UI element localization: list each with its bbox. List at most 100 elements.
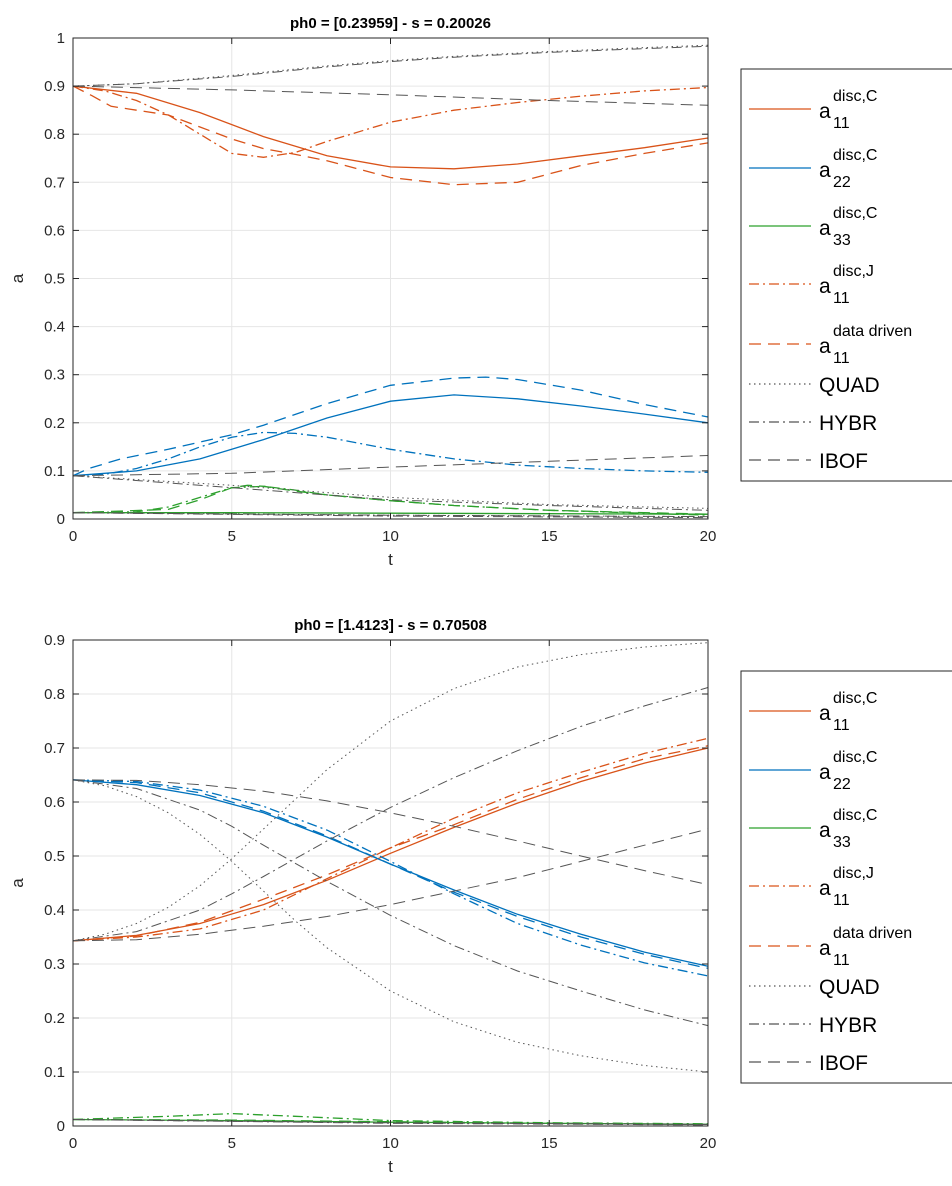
y-tick-label: 0.6 [44,222,65,239]
legend-superscript: data driven [833,925,912,942]
series-line [72,85,709,158]
x-tick-label: 20 [700,528,717,545]
y-tick-label: 1 [57,30,65,47]
y-tick-label: 0.8 [44,686,65,703]
legend-label: a [819,217,831,240]
series-line [72,779,709,977]
legend-subscript: 11 [833,952,850,969]
series-line [72,512,709,518]
x-axis-label: t [388,550,393,569]
x-tick-label: 15 [541,528,558,545]
chart-panel-2: 0 5 10 15 20 0 0.1 0.2 0.3 0.4 0.5 0.6 0.7 0.8 0.9 ph0 … [8,617,952,1176]
y-tick-label: 0 [57,511,65,528]
legend-subscript: 11 [833,290,850,307]
y-tick-label: 0.9 [44,632,65,649]
legend-label: a [819,761,831,784]
legend-label: HYBR [819,412,877,435]
legend-superscript: disc,J [833,865,874,882]
legend-subscript: 11 [833,717,850,734]
y-axis-label: a [8,878,27,888]
legend-subscript: 11 [833,892,850,909]
series-line [72,376,709,477]
legend-superscript: disc,C [833,147,877,164]
series-line [72,484,709,515]
legend-label: a [819,275,831,298]
legend-subscript: 11 [833,350,850,367]
x-tick-label: 10 [382,1135,399,1152]
legend-label: a [819,702,831,725]
legend-label: a [819,819,831,842]
series-line [72,828,709,942]
y-tick-label: 0.8 [44,126,65,143]
legend-superscript: disc,C [833,749,877,766]
y-tick-label: 0.1 [44,463,65,480]
y-axis-label: a [8,273,27,283]
y-tick-label: 0.2 [44,415,65,432]
series-line [72,455,709,477]
y-tick-label: 0.9 [44,78,65,95]
chart-title: ph0 = [1.4123] - s = 0.70508 [294,617,487,634]
series-line [72,745,709,942]
series-line [72,779,709,886]
legend-superscript: disc,C [833,690,877,707]
legend-superscript: disc,C [833,88,877,105]
y-tick-label: 0.3 [44,956,65,973]
legend-subscript: 22 [833,776,851,793]
series-line [72,475,709,511]
y-tick-label: 0.4 [44,902,65,919]
legend-label: IBOF [819,450,868,473]
series-line [72,85,709,186]
series-line [72,1118,709,1126]
legend-label: a [819,335,831,358]
legend-label: QUAD [819,374,880,397]
y-tick-label: 0.6 [44,794,65,811]
legend-label: a [819,159,831,182]
legend-superscript: data driven [833,323,912,340]
legend-subscript: 22 [833,174,851,191]
x-tick-label: 0 [69,528,77,545]
legend-subscript: 33 [833,834,851,851]
legend-box [740,68,952,482]
series-line [72,431,709,477]
series-line [72,475,709,509]
legend-label: QUAD [819,976,880,999]
series-line [72,779,709,1027]
y-tick-label: 0 [57,1118,65,1135]
x-tick-label: 5 [228,1135,236,1152]
y-tick-label: 0.3 [44,367,65,384]
y-tick-label: 0.4 [44,319,65,336]
series-line [72,394,709,477]
x-tick-label: 5 [228,528,236,545]
y-tick-label: 0.5 [44,848,65,865]
legend: adisc,C11adisc,C22adisc,C33adisc,J11adat… [740,68,952,482]
chart-panel-1: 0 5 10 15 20 0 0.1 0.2 0.3 0.4 0.5 0.6 0.7 0.8 0.9 1 ph0… [8,15,952,569]
legend-superscript: disc,C [833,205,877,222]
legend-label: a [819,100,831,123]
legend-label: HYBR [819,1014,877,1037]
y-tick-label: 0.7 [44,174,65,191]
x-tick-label: 0 [69,1135,77,1152]
y-tick-label: 0.7 [44,740,65,757]
legend-label: a [819,937,831,960]
x-tick-label: 15 [541,1135,558,1152]
series-line [72,85,709,106]
series-line [72,1112,709,1125]
y-tick-label: 0.1 [44,1064,65,1081]
x-tick-label: 20 [700,1135,717,1152]
legend-label: IBOF [819,1052,868,1075]
legend: adisc,C11adisc,C22adisc,C33adisc,J11adat… [740,670,952,1084]
x-tick-label: 10 [382,528,399,545]
y-tick-label: 0.5 [44,271,65,288]
series-line [72,779,709,969]
legend-subscript: 33 [833,232,851,249]
y-tick-label: 0.2 [44,1010,65,1027]
chart-title: ph0 = [0.23959] - s = 0.20026 [290,15,491,32]
series-line [72,1119,709,1125]
series-line [72,45,709,87]
legend-label: a [819,877,831,900]
series-line [72,85,709,170]
x-axis-label: t [388,1157,393,1176]
series-line [72,687,709,942]
legend-superscript: disc,C [833,807,877,824]
